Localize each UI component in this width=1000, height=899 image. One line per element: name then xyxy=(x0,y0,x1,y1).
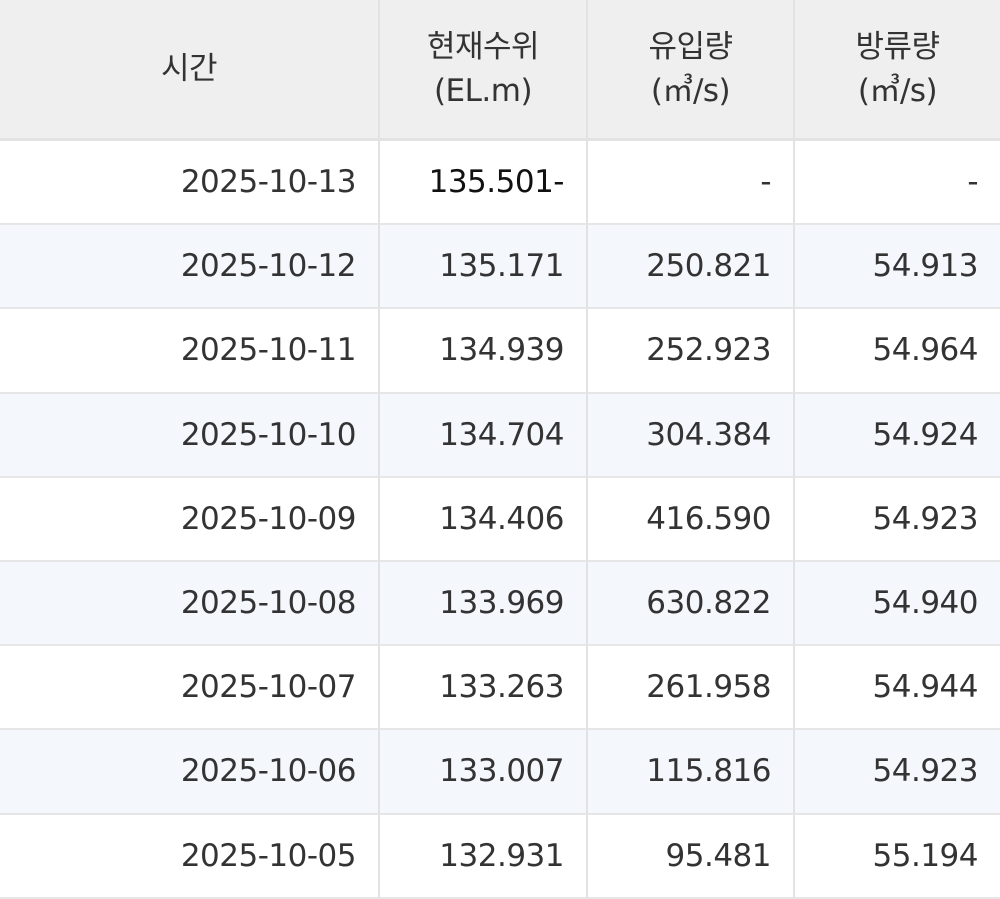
date-cell: 2025-10-06 xyxy=(0,730,380,815)
date-cell: 2025-10-07 xyxy=(0,646,380,731)
value-cell: 416.590 xyxy=(588,477,795,562)
header-text: (EL.m) xyxy=(433,73,533,109)
value-cell: 134.406 xyxy=(380,477,588,562)
value-cell: 54.923 xyxy=(795,730,1000,815)
value-cell: 135.171 xyxy=(380,225,588,310)
header-text: (㎥/s) xyxy=(857,73,938,109)
value-cell: 54.923 xyxy=(795,478,1000,562)
value-cell: 134.704 xyxy=(380,393,588,478)
value-cell: 133.969 xyxy=(380,561,588,647)
value-cell: 250.821 xyxy=(588,225,795,310)
date-cell: 2025-10-11 xyxy=(0,309,380,394)
header-text: (㎥/s) xyxy=(650,73,731,109)
value-cell: 132.931 xyxy=(380,814,588,899)
header-cell: 방류량 (㎥/s) xyxy=(795,0,1000,141)
date-cell: 2025-10-12 xyxy=(0,225,380,310)
date-cell: 2025-10-09 xyxy=(0,477,380,562)
value-cell: 55.194 xyxy=(795,815,1000,899)
value-cell: 304.384 xyxy=(588,393,795,478)
header-cell: 시간 xyxy=(0,0,380,141)
value-cell: 261.958 xyxy=(588,646,795,731)
header-text: 방류량 xyxy=(855,29,940,65)
header-text: 유입량 xyxy=(648,29,733,65)
value-cell: 95.481 xyxy=(588,814,795,899)
value-cell: 54.944 xyxy=(795,646,1000,731)
value-cell: 134.939 xyxy=(380,309,588,394)
header-text: 현재수위 xyxy=(426,29,540,65)
value-cell: 135.501- xyxy=(380,141,588,226)
value-cell: 54.940 xyxy=(795,561,1000,647)
value-cell: - xyxy=(588,141,795,226)
value-cell: 630.822 xyxy=(588,561,795,647)
date-cell: 2025-10-08 xyxy=(0,561,380,647)
date-cell: 2025-10-05 xyxy=(0,814,380,899)
header-cell: 유입량 (㎥/s) xyxy=(588,0,795,141)
value-cell: 115.816 xyxy=(588,730,795,815)
value-cell: 133.007 xyxy=(380,730,588,815)
date-cell: 2025-10-10 xyxy=(0,393,380,478)
header-text: 시간 xyxy=(160,51,218,87)
date-cell: 2025-10-13 xyxy=(0,141,380,226)
value-cell: - xyxy=(795,141,1000,226)
value-cell: 133.263 xyxy=(380,646,588,731)
value-cell: 54.924 xyxy=(795,393,1000,478)
value-cell: 252.923 xyxy=(588,309,795,394)
value-cell: 54.913 xyxy=(795,225,1000,310)
header-cell: 현재수위 (EL.m) xyxy=(380,0,588,141)
value-cell: 54.964 xyxy=(795,309,1000,394)
